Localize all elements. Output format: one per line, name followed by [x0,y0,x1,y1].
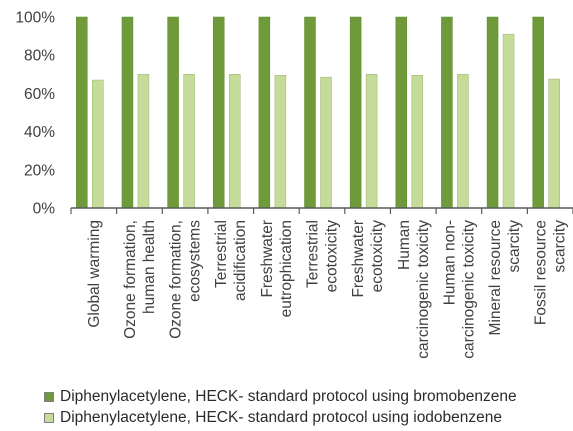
y-tick-label: 60% [24,86,55,103]
x-category-label: scarcity [506,220,523,273]
y-tick-label: 100% [15,10,55,27]
legend-swatch-bromobenzene [44,391,54,402]
x-category-label: Mineral resource [487,220,504,335]
x-category-label: Ozone formation, [122,220,139,339]
bar-iodobenzene [183,74,195,209]
bar-iodobenzene [411,75,424,209]
legend-swatch-iodobenzene [44,412,54,423]
x-category-label: carcinogenic toxicity [415,220,432,359]
bar-iodobenzene [137,74,150,209]
x-category-label: Terrestrial [213,220,230,288]
x-category-label: Human [396,220,413,270]
y-tick-label: 0% [33,201,56,218]
x-category-label: Human non- [441,220,458,305]
x-category-label: Freshwater [259,220,276,298]
bar-bromobenzene [76,16,88,209]
bar-bromobenzene [212,16,225,209]
x-category-label: scarcity [552,220,569,273]
y-tick-label: 80% [24,48,55,65]
bar-bromobenzene [532,16,544,209]
bar-iodobenzene [320,76,332,209]
x-category-label: Terrestrial [305,220,322,288]
legend-label-iodobenzene: Diphenylacetylene, HECK- standard protoc… [60,408,503,426]
bar-bromobenzene [486,16,499,209]
legend-item-iodobenzene: Diphenylacetylene, HECK- standard protoc… [44,407,569,428]
bar-bromobenzene [258,16,271,209]
x-category-label: Fossil resource [533,220,550,325]
legend: Diphenylacetylene, HECK- standard protoc… [44,386,569,428]
x-category-label: eutrophication [278,220,295,317]
x-category-label: acidification [232,220,249,301]
bar-bromobenzene [395,16,408,209]
bar-iodobenzene [92,79,104,209]
bar-iodobenzene [548,78,560,209]
x-category-label: human health [141,220,158,314]
y-axis-tick-labels: 0% 20% 40% 60% 80% 100% [15,10,55,218]
y-tick-label: 20% [24,162,55,179]
bar-iodobenzene [274,75,287,209]
legend-item-bromobenzene: Diphenylacetylene, HECK- standard protoc… [44,386,569,407]
bar-iodobenzene [365,74,378,209]
x-category-label: carcinogenic toxicity [460,220,477,359]
bar-bromobenzene [121,16,134,209]
x-category-label: ecotoxicity [324,220,341,293]
bar-iodobenzene [228,74,241,209]
bar-bromobenzene [441,16,453,209]
x-category-label: ecotoxicity [369,220,386,293]
bar-bromobenzene [349,16,362,209]
bar-iodobenzene [457,74,469,209]
x-axis-category-labels: Global warming Ozone formation, human heal… [86,220,569,359]
legend-label-bromobenzene: Diphenylacetylene, HECK- standard protoc… [60,387,517,405]
x-category-label: Freshwater [350,220,367,298]
x-category-label: Global warming [86,220,103,328]
x-category-label: Ozone formation, [168,220,185,339]
bar-iodobenzene [502,33,515,209]
bars [76,16,560,209]
x-axis-ticks [70,208,573,214]
bar-bromobenzene [304,16,316,209]
y-tick-label: 40% [24,124,55,141]
x-category-label: ecosystems [187,220,204,302]
bar-bromobenzene [167,16,179,209]
